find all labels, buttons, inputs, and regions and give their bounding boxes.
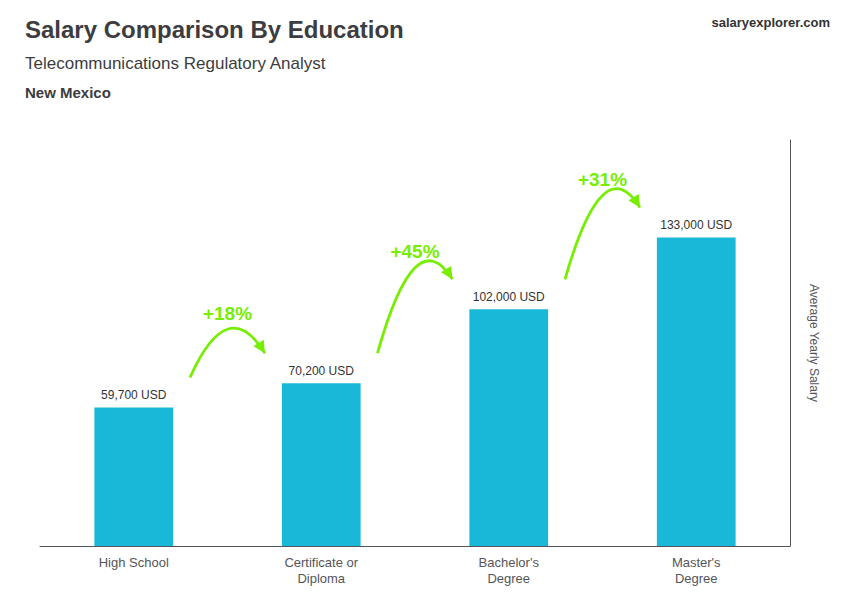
svg-text:Degree: Degree — [487, 571, 530, 586]
svg-text:Certificate or: Certificate or — [284, 555, 358, 570]
svg-text:133,000 USD: 133,000 USD — [660, 218, 732, 232]
svg-text:New Mexico: New Mexico — [25, 84, 111, 101]
svg-text:+18%: +18% — [203, 303, 252, 324]
svg-text:59,700 USD: 59,700 USD — [101, 388, 167, 402]
svg-text:+31%: +31% — [578, 169, 627, 190]
svg-text:salaryexplorer.com: salaryexplorer.com — [711, 15, 830, 30]
svg-text:+45%: +45% — [390, 241, 439, 262]
svg-text:Diploma: Diploma — [297, 571, 345, 586]
svg-text:102,000 USD: 102,000 USD — [473, 290, 545, 304]
svg-text:Telecommunications Regulatory: Telecommunications Regulatory Analyst — [25, 54, 326, 73]
svg-text:70,200 USD: 70,200 USD — [289, 364, 355, 378]
svg-text:High School: High School — [99, 555, 169, 570]
svg-text:Bachelor's: Bachelor's — [479, 555, 540, 570]
svg-text:Master's: Master's — [672, 555, 721, 570]
svg-text:Degree: Degree — [675, 571, 718, 586]
svg-text:Salary Comparison By Education: Salary Comparison By Education — [25, 16, 404, 43]
svg-text:Average Yearly Salary: Average Yearly Salary — [807, 284, 821, 402]
